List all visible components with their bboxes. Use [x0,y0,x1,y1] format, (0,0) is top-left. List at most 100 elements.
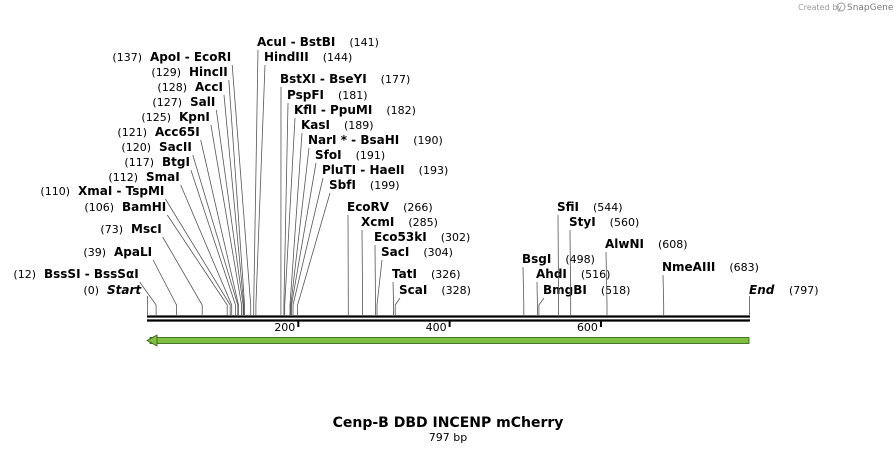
enzyme-site[interactable]: BmgBI (518) [538,283,631,315]
enzyme-site[interactable]: PspFI (181) [283,88,368,315]
enzyme-site[interactable]: TatI (326) [392,267,461,315]
enzyme-position: (73) [100,223,123,236]
enzyme-site[interactable]: AccI (128) [157,80,245,315]
enzyme-position: (117) [124,156,154,169]
enzyme-name[interactable]: PspFI [287,88,324,102]
enzyme-site[interactable]: BstXI - BseYI (177) [280,72,410,315]
enzyme-leader-line [605,251,608,315]
enzyme-position: (608) [658,238,688,251]
enzyme-name[interactable]: SfiI [557,200,579,214]
enzyme-site[interactable]: AhdI (516) [536,267,610,315]
enzyme-site[interactable]: KasI (189) [289,118,374,315]
enzyme-position: (304) [423,246,453,259]
enzyme-site[interactable]: PluTI - HaeII (193) [292,163,448,315]
enzyme-site[interactable]: AlwNI (608) [605,237,688,315]
enzyme-name[interactable]: KasI [301,118,330,132]
enzyme-name[interactable]: BmgBI [543,283,587,297]
enzyme-name[interactable]: XcmI [361,215,394,229]
enzyme-site[interactable]: SacI (304) [376,245,453,315]
enzyme-site[interactable]: SmaI (112) [108,170,233,315]
enzyme-name[interactable]: SalI [190,95,215,109]
enzyme-name[interactable]: MscI [131,222,162,236]
enzyme-site[interactable]: XcmI (285) [361,215,438,315]
enzyme-name[interactable]: ApoI - EcoRI [150,50,231,64]
enzyme-site[interactable]: AcuI - BstBI (141) [253,35,379,315]
enzyme-name[interactable]: BssSI - BssSαI [44,267,139,281]
enzyme-position: (266) [403,201,433,214]
enzyme-position: (182) [386,104,416,117]
plasmid-title: Cenp-B DBD INCENP mCherry [333,415,564,431]
enzyme-position: (127) [152,96,182,109]
tick-label: 600 [577,321,598,334]
enzyme-leader-line [291,162,317,315]
enzyme-name[interactable]: PluTI - HaeII [322,163,405,177]
enzyme-site[interactable]: StyI (560) [569,215,639,315]
enzyme-name[interactable]: SmaI [146,170,180,184]
enzyme-name[interactable]: HindIII [264,50,309,64]
enzyme-site[interactable]: SacII (120) [121,140,239,315]
enzyme-site[interactable]: XmaI - TspMI (110) [40,184,231,315]
enzyme-site[interactable]: SfiI (544) [557,200,623,315]
enzyme-name[interactable]: KpnI [179,110,210,124]
enzyme-name[interactable]: Acc65I [155,125,200,139]
enzyme-name[interactable]: EcoRV [347,200,390,214]
enzyme-site[interactable]: ApoI - EcoRI (137) [112,50,252,315]
enzyme-leader-line [374,244,376,315]
enzyme-position: (106) [84,201,114,214]
enzyme-name[interactable]: NmeAIII [662,260,715,274]
enzyme-site[interactable]: ScaI (328) [394,283,471,315]
enzyme-site[interactable]: SfoI (191) [291,148,386,315]
enzyme-leader-line [162,236,203,315]
enzyme-site[interactable]: HincII (129) [151,65,245,315]
enzyme-name[interactable]: AcuI - BstBI [257,35,335,49]
enzyme-name[interactable]: HincII [189,65,228,79]
enzyme-site[interactable]: Eco53kI (302) [374,230,470,315]
enzyme-site[interactable]: ApaLI (39) [83,245,177,315]
enzyme-position: (302) [441,231,471,244]
enzyme-name[interactable]: ScaI [399,283,427,297]
enzyme-site[interactable]: BsgI (498) [522,252,595,315]
enzyme-leader-line [255,64,266,315]
enzyme-leader-line [538,297,545,315]
enzyme-name[interactable]: BstXI - BseYI [280,72,367,86]
enzyme-name[interactable]: SacI [381,245,409,259]
snapgene-watermark: Created by SnapGene [798,2,894,13]
enzyme-name[interactable]: NarI * - BsaHI [308,133,399,147]
enzyme-site[interactable]: EcoRV (266) [347,200,433,315]
enzyme-name[interactable]: AlwNI [605,237,644,251]
sequence-backbone [147,315,750,322]
enzyme-name[interactable]: XmaI - TspMI [78,184,164,198]
enzyme-name[interactable]: BsgI [522,252,551,266]
enzyme-site[interactable]: KpnI (125) [141,110,242,315]
enzyme-site[interactable]: SalI (127) [152,95,244,315]
enzyme-site[interactable]: BssSI - BssSαI (12) [13,267,157,315]
enzyme-site[interactable]: Acc65I (121) [117,125,239,315]
enzyme-position: (129) [151,66,181,79]
enzyme-name[interactable]: AhdI [536,267,567,281]
enzyme-site[interactable]: NmeAIII (683) [662,260,759,315]
enzyme-site[interactable]: SbfI (199) [297,178,400,315]
enzyme-leader-line [192,154,239,315]
enzyme-name[interactable]: BtgI [162,155,190,169]
enzyme-site[interactable]: BamHI (106) [84,200,228,315]
end-label: End [749,283,775,297]
enzyme-position: (137) [112,51,142,64]
enzyme-site[interactable]: KflI - PpuMI (182) [284,103,416,315]
enzyme-site[interactable]: BtgI (117) [124,155,236,315]
enzyme-name[interactable]: StyI [569,215,596,229]
enzyme-site[interactable]: MscI (73) [100,222,203,315]
enzyme-name[interactable]: SbfI [329,178,356,192]
enzyme-name[interactable]: KflI - PpuMI [294,103,372,117]
enzyme-name[interactable]: TatI [392,267,417,281]
enzyme-site[interactable]: NarI * - BsaHI (190) [290,133,443,315]
enzyme-name[interactable]: AccI [195,80,223,94]
enzyme-leader-line [522,266,525,315]
scale-tick: 200 [274,320,300,334]
enzyme-site[interactable]: HindIII (144) [255,50,352,315]
enzyme-name[interactable]: Eco53kI [374,230,427,244]
enzyme-name[interactable]: SfoI [315,148,342,162]
enzyme-position: (199) [370,179,400,192]
enzyme-name[interactable]: SacII [159,140,192,154]
enzyme-name[interactable]: ApaLI [114,245,152,259]
enzyme-name[interactable]: BamHI [122,200,166,214]
